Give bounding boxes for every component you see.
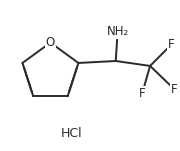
Text: HCl: HCl: [61, 127, 83, 140]
Text: NH₂: NH₂: [107, 25, 129, 38]
Text: F: F: [139, 87, 145, 100]
Text: F: F: [168, 38, 175, 51]
Text: O: O: [46, 36, 55, 49]
Text: F: F: [171, 83, 178, 96]
